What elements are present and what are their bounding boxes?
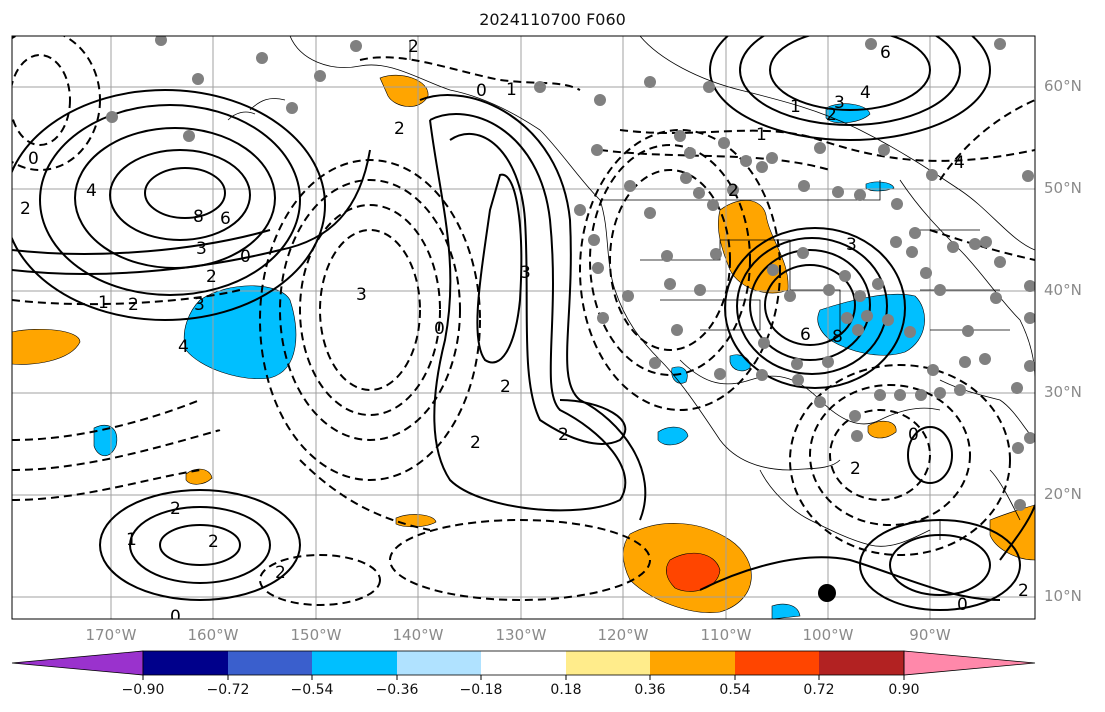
colorbar-bin	[481, 651, 566, 675]
contour-label: 1	[790, 97, 801, 117]
lon-label-120w: 120°W	[597, 626, 649, 644]
contour-label: 2	[470, 433, 481, 453]
contour-label: 2	[558, 425, 569, 445]
colorbar-bin	[650, 651, 735, 675]
colorbar-extend-max	[903, 650, 1036, 676]
contour-label: 0	[908, 425, 919, 445]
colorbar-bin	[735, 651, 819, 675]
contour-label: 1	[756, 125, 767, 145]
figure-title: 2024110700 F060	[479, 10, 626, 29]
lat-label-50n: 50°N	[1044, 179, 1082, 197]
colorbar-tick-label: −0.72	[206, 682, 250, 698]
colorbar-extend-min	[11, 650, 144, 676]
contour-label: 6	[880, 43, 891, 63]
shade-orange-alaska	[379, 74, 429, 107]
contour-label: 2	[1018, 581, 1029, 601]
station-markers	[106, 36, 1035, 511]
lon-label-90w: 90°W	[909, 626, 951, 644]
lat-label-10n: 10°N	[1044, 587, 1082, 605]
colorbar-tick-label: 0.90	[888, 682, 920, 698]
colorbar-tick-label: −0.90	[121, 682, 165, 698]
contour-label: 1	[506, 80, 517, 100]
contour-label: 0	[170, 607, 181, 627]
shade-orange-caribbean	[989, 504, 1035, 561]
colorbar	[11, 650, 1036, 680]
shade-blue-small6	[771, 603, 801, 619]
contour-label: 3	[520, 263, 531, 283]
lon-label-110w: 110°W	[700, 626, 752, 644]
lon-label-130w: 130°W	[495, 626, 547, 644]
lat-label-20n: 20°N	[1044, 485, 1082, 503]
contour-label: 1	[98, 293, 109, 313]
contour-label: 8	[193, 207, 204, 227]
contour-label: 2	[394, 119, 405, 139]
lat-label-40n: 40°N	[1044, 281, 1082, 299]
lat-label-60n: 60°N	[1044, 77, 1082, 95]
shade-blue-pacific	[183, 285, 297, 379]
contour-label: 4	[178, 337, 189, 357]
contour-label: 2	[206, 267, 217, 287]
shade-orange-small3	[185, 468, 213, 485]
lon-label-150w: 150°W	[290, 626, 342, 644]
graticule	[12, 36, 1035, 619]
contour-labels: 2 0 1 2 0 2 4 8 6 3 2 0 1 2 3 4 0 3 2 3	[20, 37, 1029, 627]
contour-label: 3	[834, 93, 845, 113]
contour-label: 3	[194, 295, 205, 315]
shade-blue-small4	[657, 426, 689, 446]
lon-label-140w: 140°W	[392, 626, 444, 644]
contour-label: 8	[832, 327, 843, 347]
shade-orange-west	[12, 328, 81, 365]
colorbar-tick-label: −0.18	[459, 682, 503, 698]
lat-label-30n: 30°N	[1044, 383, 1082, 401]
contour-label: 2	[408, 37, 419, 57]
dashed-contours	[12, 36, 1035, 606]
lon-label-160w: 160°W	[187, 626, 239, 644]
colorbar-tick-label: 0.72	[803, 682, 835, 698]
contour-label: 3	[846, 235, 857, 255]
contour-label: 2	[850, 459, 861, 479]
contour-label: 4	[86, 181, 97, 201]
contour-label: 4	[860, 83, 871, 103]
contour-label: 0	[476, 81, 487, 101]
colorbar-tick-label: −0.36	[375, 682, 419, 698]
contour-label: 2	[275, 563, 286, 583]
contour-label: 2	[128, 295, 139, 315]
contour-label: 2	[500, 377, 511, 397]
colorbar-bin	[228, 651, 312, 675]
contour-label: 2	[826, 105, 837, 125]
shade-orange-small1	[395, 514, 437, 528]
map-frame	[11, 35, 1036, 620]
colorbar-tick-label: 0.36	[634, 682, 666, 698]
colorbar-tick-label: 0.18	[550, 682, 582, 698]
contour-label: 2	[20, 199, 31, 219]
colorbar-bin	[397, 651, 481, 675]
solid-contours	[12, 36, 1035, 611]
contour-label: 3	[196, 239, 207, 259]
colorbar-tick-label: 0.54	[719, 682, 751, 698]
marker-black-dot	[818, 584, 836, 602]
contour-label: 0	[434, 319, 445, 339]
contour-label: 2	[170, 499, 181, 519]
colorbar-bin	[566, 651, 650, 675]
colorbar-tick-label: −0.54	[290, 682, 334, 698]
lon-label-100w: 100°W	[802, 626, 854, 644]
contour-label: 2	[208, 532, 219, 552]
colorbar-bin	[143, 651, 228, 675]
shade-orange-small2	[867, 420, 897, 439]
colorbar-bin	[312, 651, 397, 675]
contour-label: 0	[28, 149, 39, 169]
lon-label-170w: 170°W	[85, 626, 137, 644]
contour-label: 2	[728, 181, 739, 201]
colorbar-bin	[819, 651, 904, 675]
contour-label: 0	[240, 247, 251, 267]
contour-label: 0	[957, 595, 968, 615]
contour-label: 3	[356, 285, 367, 305]
contour-label: 6	[800, 325, 811, 345]
contour-label: 6	[220, 209, 231, 229]
contour-label: 4	[954, 153, 965, 173]
contour-label: 1	[126, 530, 137, 550]
